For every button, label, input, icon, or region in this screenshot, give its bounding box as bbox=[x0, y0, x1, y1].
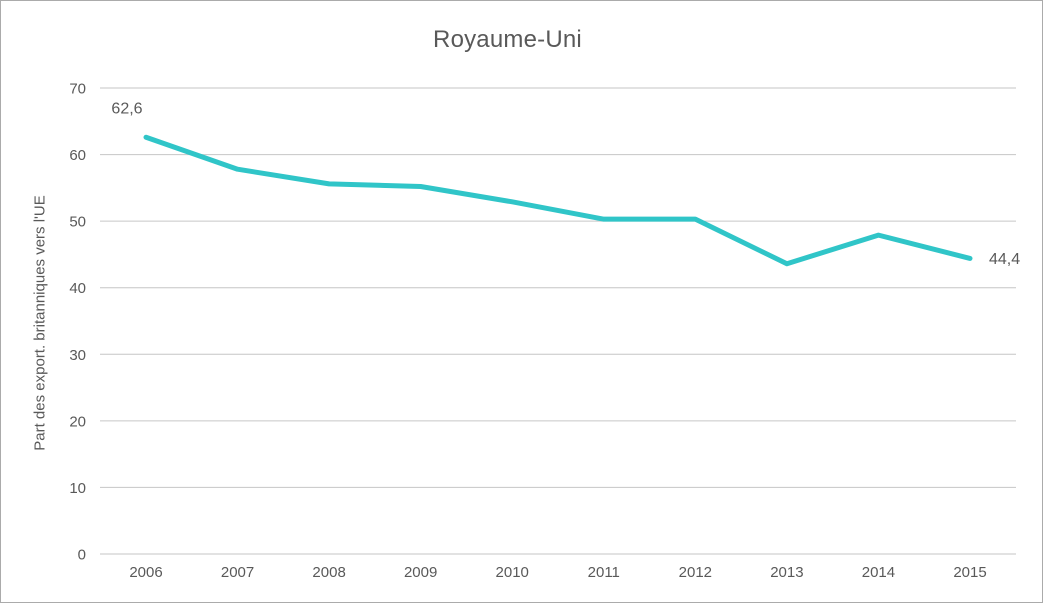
y-tick-label: 60 bbox=[69, 147, 86, 164]
y-tick-label: 10 bbox=[69, 480, 86, 497]
x-tick-label: 2013 bbox=[770, 564, 803, 581]
x-tick-label: 2012 bbox=[679, 564, 712, 581]
x-tick-label: 2010 bbox=[496, 564, 529, 581]
x-tick-label: 2008 bbox=[312, 564, 345, 581]
data-label-last: 44,4 bbox=[989, 251, 1020, 268]
y-tick-label: 0 bbox=[78, 547, 86, 564]
y-tick-label: 20 bbox=[69, 413, 86, 430]
y-tick-label: 50 bbox=[69, 214, 86, 231]
x-tick-label: 2011 bbox=[588, 564, 620, 581]
x-tick-label: 2014 bbox=[862, 564, 895, 581]
x-tick-label: 2009 bbox=[404, 564, 437, 581]
x-tick-label: 2006 bbox=[129, 564, 162, 581]
y-tick-label: 30 bbox=[69, 347, 86, 364]
chart-title: Royaume-Uni bbox=[433, 26, 582, 53]
y-tick-label: 70 bbox=[69, 81, 86, 98]
y-tick-label: 40 bbox=[69, 280, 86, 297]
data-label-first: 62,6 bbox=[111, 100, 142, 117]
x-tick-label: 2007 bbox=[221, 564, 254, 581]
data-series-line bbox=[143, 134, 973, 267]
x-tick-label: 2015 bbox=[953, 564, 986, 581]
